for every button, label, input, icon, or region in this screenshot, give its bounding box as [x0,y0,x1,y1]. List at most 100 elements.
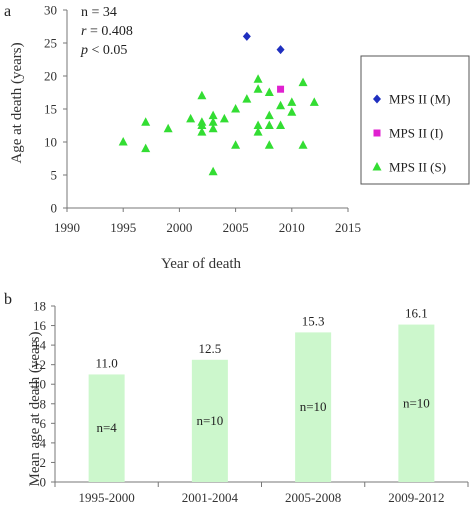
data-point [309,97,319,106]
scatter-x-tick-label: 1990 [54,220,80,235]
bar-value-label: 16.1 [405,306,428,321]
scatter-x-ticks: 1990 1995 2000 2005 2010 2015 [54,208,361,235]
bar [398,324,435,482]
bar-y-ticks: 0 2 4 6 8 10 12 14 16 18 [33,299,55,490]
data-point [287,97,297,106]
bar [295,332,332,482]
data-point [287,107,297,116]
scatter-panel: a 1990 1995 2000 2005 2010 2015 051015202530 … [4,3,470,272]
bar-y-axis-title: Mean age at death (years) [27,332,43,487]
bar-y-tick-label: 0 [40,475,47,490]
bar-value-label: 11.0 [95,355,117,370]
data-point [264,120,274,129]
data-point [242,31,251,41]
data-point [276,120,286,129]
data-point [208,166,218,176]
stat-p-symbol: p [80,43,88,58]
bar-y-tick-label: 10 [33,377,46,392]
bar-category-label: 2001-2004 [182,490,239,505]
bar-n-label: n=10 [300,399,327,414]
scatter-y-tick-label: 5 [51,168,58,183]
bar-value-label: 15.3 [302,313,325,328]
legend-label: MPS II (S) [389,160,446,175]
data-point [264,110,274,120]
stats-annotation: n = 34 r = 0.408 p < 0.05 [80,5,133,58]
bar-category-label: 2005-2008 [285,490,341,505]
legend-items: MPS II (M) MPS II (I) MPS II (S) [372,92,450,175]
scatter-y-tick-label: 15 [44,102,57,117]
stat-r-symbol: r [81,24,87,39]
scatter-y-tick-label: 30 [44,3,57,18]
data-point [253,74,263,83]
stat-r-value: = 0.408 [86,24,132,39]
bars: 11.0 n=4 1995-2000 12.5 n=10 2001-2004 15.3 n=1… [54,306,469,505]
legend-label: MPS II (I) [389,126,443,141]
stat-p: p < 0.05 [80,43,127,58]
data-point [277,85,285,93]
scatter-y-tick-label: 0 [51,201,58,216]
bar-n-label: n=10 [196,413,223,428]
bar-y-tick-label: 2 [40,455,47,470]
bar-category-label: 2009-2012 [388,490,444,505]
scatter-x-tick-label: 2015 [335,220,361,235]
scatter-y-tick-label: 20 [44,69,57,84]
stat-n: n = 34 [81,5,117,20]
scatter-x-tick-label: 2000 [166,220,192,235]
data-point [231,104,241,113]
legend-label: MPS II (M) [389,92,450,107]
data-point [253,127,263,136]
data-point [186,113,196,123]
bar-panel: b 0 2 4 6 8 10 12 14 16 18 11.0 n=4 1995-2000 12.5 n=… [4,291,469,505]
data-point [219,113,229,123]
data-point [208,123,218,133]
data-point [141,143,151,153]
data-point [197,90,207,100]
bar-y-tick-label: 8 [40,396,47,411]
data-point [298,77,308,87]
bar-n-label: n=10 [403,395,430,410]
data-point [253,84,263,93]
legend-marker [372,162,382,171]
data-point [253,120,263,129]
bar-y-tick-label: 4 [40,435,47,450]
scatter-points [118,31,319,176]
scatter-y-axis-title: Age at death (years) [9,42,25,163]
scatter-axes [66,10,348,209]
data-point [298,140,308,149]
panel-b-label: b [4,291,12,308]
bar [191,359,228,482]
stat-p-value: < 0.05 [88,43,127,58]
bar-value-label: 12.5 [199,341,222,356]
bar-y-tick-label: 18 [33,299,46,314]
data-point [208,117,218,126]
scatter-x-axis-title: Year of death [161,256,242,272]
legend-marker [373,129,381,137]
bar [88,374,125,482]
bar-n-label: n=4 [96,420,117,435]
data-point [276,100,286,110]
data-point [118,137,128,146]
bar-y-tick-label: 6 [40,416,47,431]
stat-r: r = 0.408 [81,24,133,39]
scatter-x-tick-label: 2005 [223,220,249,235]
data-point [141,117,151,126]
scatter-x-tick-label: 1995 [110,220,136,235]
legend-box [360,55,470,185]
data-point [231,140,241,149]
scatter-y-tick-label: 10 [44,135,57,150]
data-point [264,87,274,96]
scatter-y-ticks: 0 5 10 15 20 25 30 [44,3,67,216]
bar-category-label: 1995-2000 [78,490,134,505]
data-point [163,123,173,133]
data-point [197,117,207,126]
bar-y-tick-label: 14 [33,338,47,353]
data-point [208,110,218,120]
bar-y-tick-label: 12 [33,357,46,372]
data-point [197,127,207,136]
panel-a-label: a [4,3,11,20]
data-point [276,45,285,55]
legend: MPS II (M) MPS II (I) MPS II (S) [360,55,470,185]
scatter-x-tick-label: 2010 [279,220,305,235]
data-point [264,140,274,149]
